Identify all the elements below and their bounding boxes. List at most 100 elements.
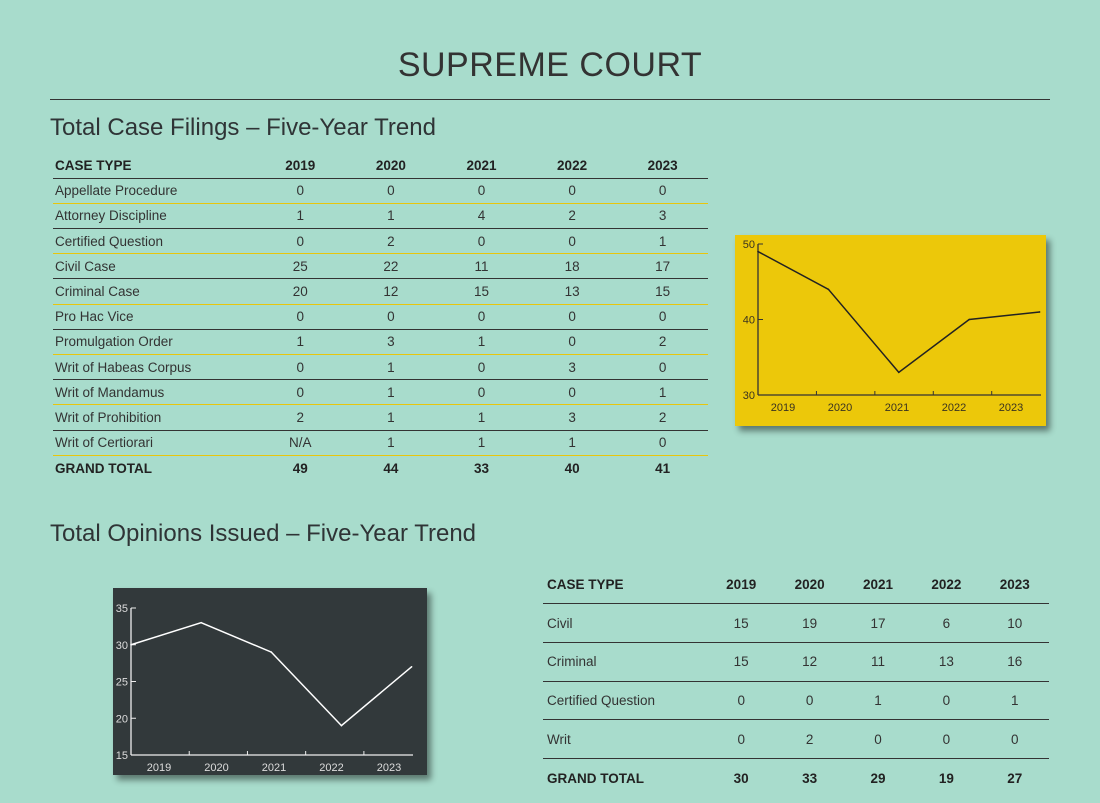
value-cell: 0	[617, 178, 708, 204]
value-cell: 0	[345, 304, 437, 330]
table-row: Writ 0 2 0 0 0	[543, 719, 1049, 759]
total-value: 27	[1007, 770, 1023, 786]
x-tick-label: 2023	[377, 762, 401, 774]
value-cell: 1	[617, 228, 708, 255]
case-type-cell: Criminal Case	[53, 278, 255, 305]
case-type-cell: Writ of Mandamus	[53, 379, 255, 406]
value-cell: 11	[436, 253, 527, 280]
x-tick-label: 2022	[319, 762, 343, 774]
value-cell: 1	[255, 203, 346, 230]
y-tick-label: 30	[743, 390, 755, 402]
table-row: Certified Question 0 2 0 0 1	[53, 228, 708, 255]
value-cell: 0	[436, 354, 527, 381]
total-label: GRAND TOTAL	[55, 460, 152, 476]
column-header: 2021	[436, 153, 527, 179]
table-row: Writ of Mandamus 0 1 0 0 1	[53, 379, 708, 406]
column-header: 2020	[775, 565, 844, 605]
value-cell: 1	[345, 203, 437, 230]
value-cell: 19	[775, 603, 844, 643]
y-tick-label: 40	[743, 315, 755, 327]
table-row: Certified Question 0 0 1 0 1	[543, 681, 1049, 721]
column-header: 2022	[912, 565, 981, 605]
opinions-table: CASE TYPE 2019 2020 2021 2022 2023 Civil 15 19 17…	[543, 565, 1049, 797]
value-cell: 1	[255, 329, 346, 356]
data-point	[270, 651, 273, 653]
value-cell: 0	[255, 178, 346, 204]
value-cell: 15	[436, 278, 527, 305]
value-cell: 1	[436, 430, 527, 456]
value-cell: 4	[436, 203, 527, 230]
value-cell: 0	[912, 681, 981, 721]
value-cell: 1	[345, 430, 437, 456]
table-row: Pro Hac Vice 0 0 0 0 0	[53, 304, 708, 330]
value-cell: 25	[255, 253, 346, 280]
y-tick-label: 25	[116, 677, 128, 689]
total-value: 40	[564, 460, 580, 476]
value-cell: 17	[843, 603, 913, 643]
case-type-cell: Writ of Certiorari	[53, 430, 255, 456]
value-cell: 15	[617, 278, 708, 305]
case-type-cell: Civil Case	[53, 253, 255, 280]
table-row: Civil Case 25 22 11 18 17	[53, 253, 708, 280]
total-value: 29	[870, 770, 886, 786]
total-value: 44	[383, 460, 399, 476]
value-cell: 2	[526, 203, 618, 230]
table-row: Writ of Prohibition 2 1 1 3 2	[53, 404, 708, 431]
data-point	[340, 724, 343, 727]
value-cell: 0	[843, 719, 913, 759]
table-row: Promulgation Order 1 3 1 0 2	[53, 329, 708, 356]
value-cell: 1	[526, 430, 618, 456]
filings-table: CASE TYPE 2019 2020 2021 2022 2023 Appellate P…	[53, 153, 708, 480]
y-tick-label: 20	[116, 713, 128, 725]
column-header: 2021	[843, 565, 913, 605]
table-row: Criminal 15 12 11 13 16	[543, 642, 1049, 682]
case-type-cell: Attorney Discipline	[53, 203, 255, 230]
value-cell: 1	[436, 329, 527, 356]
data-point	[897, 371, 900, 374]
y-tick-label: 15	[116, 750, 128, 762]
value-cell: 12	[775, 642, 844, 682]
value-cell: 17	[617, 253, 708, 280]
value-cell: 12	[345, 278, 437, 305]
value-cell: 0	[707, 681, 776, 721]
column-header: CASE TYPE	[543, 565, 707, 605]
grand-total-row: GRAND TOTAL 30 33 29 19 27	[543, 758, 1049, 797]
x-tick-label: 2022	[942, 402, 966, 414]
total-value: 49	[292, 460, 308, 476]
value-cell: 0	[436, 379, 527, 406]
value-cell: N/A	[255, 430, 346, 456]
data-point	[827, 288, 830, 291]
value-cell: 0	[617, 304, 708, 330]
column-header: 2022	[526, 153, 618, 179]
column-header: 2019	[707, 565, 776, 605]
x-tick-label: 2019	[147, 762, 171, 774]
opinions-chart: 15 20 25 30 35 2019 2020 2021 2022 2023	[113, 588, 427, 775]
value-cell: 13	[912, 642, 981, 682]
value-cell: 0	[436, 304, 527, 330]
value-cell: 0	[255, 354, 346, 381]
column-header: 2019	[255, 153, 346, 179]
value-cell: 2	[617, 329, 708, 356]
column-header: 2023	[980, 565, 1049, 605]
case-type-cell: Writ of Habeas Corpus	[53, 354, 255, 381]
value-cell: 3	[345, 329, 437, 356]
table-row: Writ of Certiorari N/A 1 1 1 0	[53, 430, 708, 456]
value-cell: 13	[526, 278, 618, 305]
value-cell: 0	[436, 228, 527, 255]
filings-heading: Total Case Filings – Five-Year Trend	[50, 114, 436, 141]
value-cell: 3	[526, 354, 618, 381]
value-cell: 15	[707, 642, 776, 682]
case-type-cell: Writ	[543, 719, 707, 759]
value-cell: 0	[775, 681, 844, 721]
x-tick-label: 2023	[999, 402, 1023, 414]
y-tick-label: 35	[116, 603, 128, 615]
title-divider	[50, 99, 1050, 100]
table-row: Writ of Habeas Corpus 0 1 0 3 0	[53, 354, 708, 381]
value-cell: 3	[526, 404, 618, 431]
value-cell: 2	[255, 404, 346, 431]
value-cell: 2	[345, 228, 437, 255]
value-cell: 0	[980, 719, 1049, 759]
data-point	[130, 643, 132, 646]
value-cell: 0	[526, 178, 618, 204]
case-type-cell: Certified Question	[543, 681, 707, 721]
